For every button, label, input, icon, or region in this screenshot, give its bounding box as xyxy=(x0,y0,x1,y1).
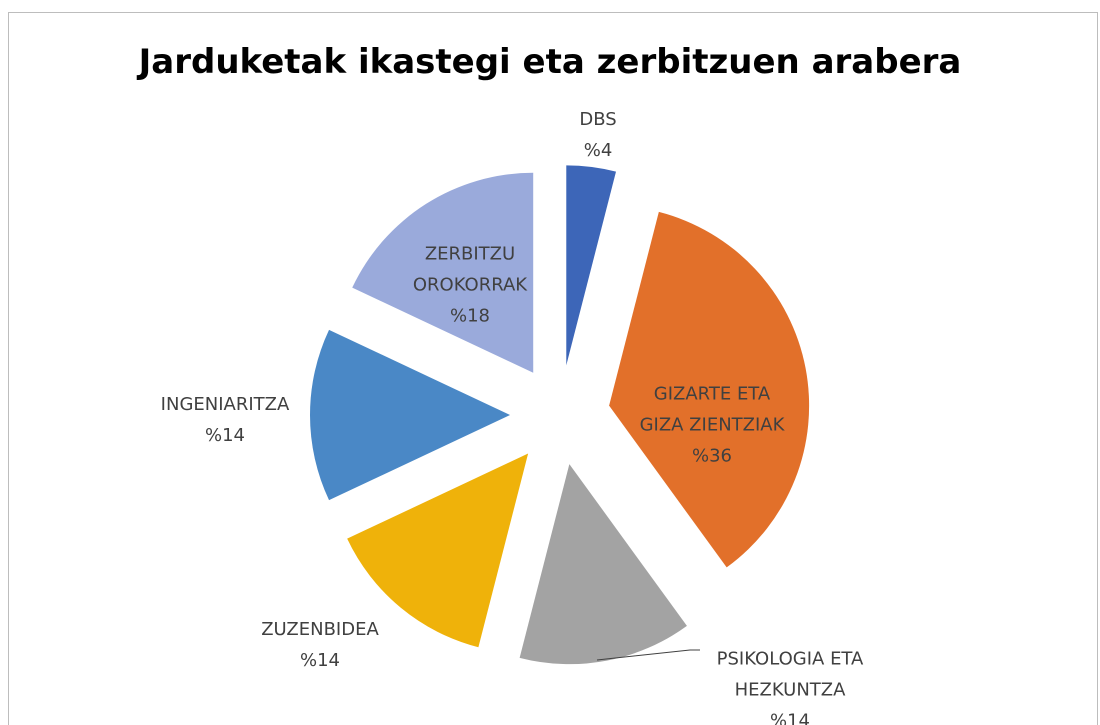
leader-line xyxy=(596,649,700,661)
value-label: %14 xyxy=(769,710,810,725)
category-label: ZERBITZU OROKORRAK xyxy=(412,243,528,296)
slice-label: ZUZENBIDEA %14 xyxy=(240,614,400,676)
pie-slice xyxy=(309,329,510,501)
pie-slice xyxy=(609,211,810,568)
slice-label: INGENIARITZA %14 xyxy=(135,389,315,451)
value-label: %4 xyxy=(583,140,613,161)
category-label: GIZARTE ETA GIZA ZIENTZIAK xyxy=(639,383,785,436)
pie-slice xyxy=(566,165,617,366)
value-label: %36 xyxy=(691,445,732,467)
pie-slice xyxy=(352,172,534,373)
slice-label: GIZARTE ETA GIZA ZIENTZIAK %36 xyxy=(637,379,787,472)
chart-frame xyxy=(8,12,1098,725)
value-label: %18 xyxy=(449,305,490,327)
slice-label: DBS %4 xyxy=(558,104,638,166)
value-label: %14 xyxy=(204,425,245,446)
pie-slice xyxy=(347,453,529,648)
slice-label: PSIKOLOGIA ETA HEZKUNTZA %14 xyxy=(680,644,900,725)
slice-label: ZERBITZU OROKORRAK %18 xyxy=(400,239,540,332)
category-label: ZUZENBIDEA xyxy=(261,619,379,640)
category-label: PSIKOLOGIA ETA HEZKUNTZA xyxy=(716,648,864,701)
chart-title: Jarduketak ikastegi eta zerbitzuen arabe… xyxy=(138,42,962,82)
value-label: %14 xyxy=(299,650,340,671)
category-label: INGENIARITZA xyxy=(160,394,290,415)
category-label: DBS xyxy=(579,109,617,130)
pie-slice xyxy=(519,464,687,665)
